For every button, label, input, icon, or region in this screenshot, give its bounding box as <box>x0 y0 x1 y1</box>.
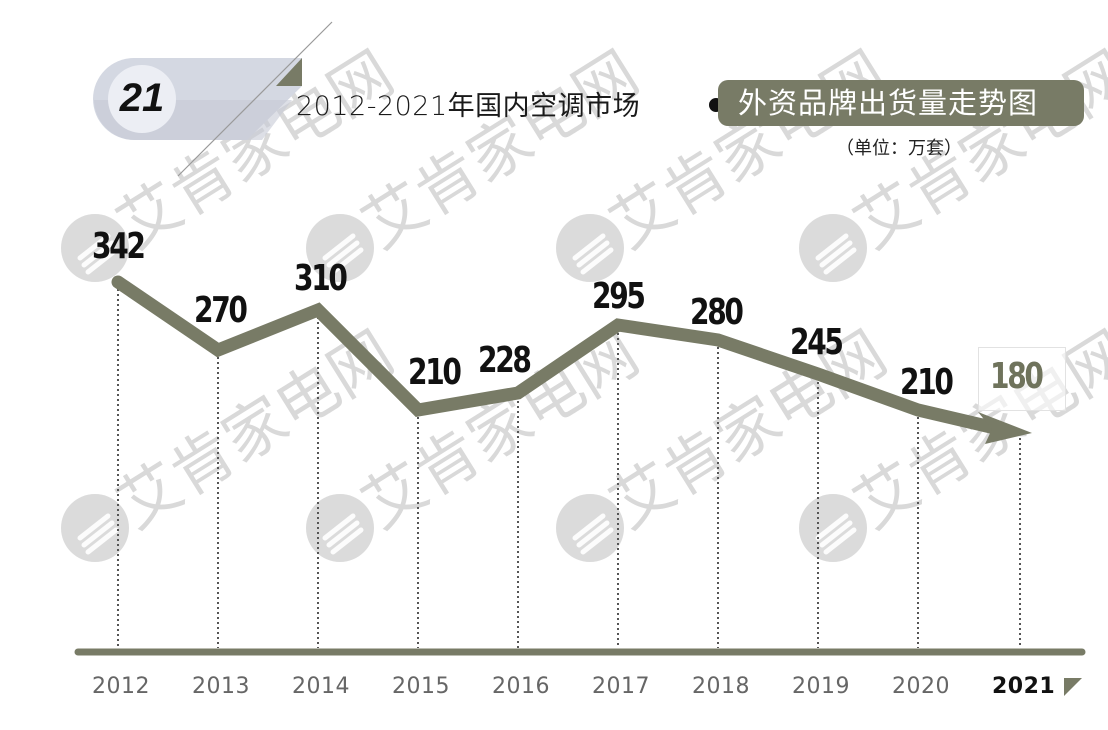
x-tick-2015: 2015 <box>392 674 450 699</box>
badge-shape <box>93 58 302 140</box>
x-tick-2014: 2014 <box>292 674 350 699</box>
unit-label: （单位：万套） <box>836 138 962 159</box>
x-tick-2016: 2016 <box>492 674 550 699</box>
chart-title: 2012-2021年国内空调市场 <box>296 91 641 122</box>
axis-end-triangle-icon <box>1064 678 1082 696</box>
x-tick-2021: 2021 <box>992 674 1056 699</box>
drop-lines <box>117 284 1021 648</box>
x-tick-2019: 2019 <box>792 674 850 699</box>
value-label-2020: 210 <box>900 362 954 403</box>
chart-subtitle-pill: 外资品牌出货量走势图 <box>718 80 1084 126</box>
value-label-2012: 342 <box>92 226 146 267</box>
value-label-2015: 210 <box>408 352 462 393</box>
value-label-2016: 228 <box>478 340 532 381</box>
value-label-2019: 245 <box>790 322 844 363</box>
diagonal-divider <box>177 21 333 177</box>
highlight-value-box <box>978 347 1066 411</box>
x-tick-2018: 2018 <box>692 674 750 699</box>
data-line <box>111 275 1002 435</box>
x-tick-2017: 2017 <box>592 674 650 699</box>
x-tick-2012: 2012 <box>92 674 150 699</box>
value-label-2021: 180 <box>990 356 1044 397</box>
trend-arrow-icon <box>978 412 1032 444</box>
x-tick-2020: 2020 <box>892 674 950 699</box>
value-label-2018: 280 <box>690 292 744 333</box>
chart-number-badge: 21 <box>92 56 302 140</box>
badge-number: 21 <box>119 76 165 120</box>
value-label-2014: 310 <box>294 258 348 299</box>
chart-subtitle: 外资品牌出货量走势图 <box>738 86 1039 120</box>
x-tick-2013: 2013 <box>192 674 250 699</box>
value-label-2013: 270 <box>194 290 248 331</box>
value-label-2017: 295 <box>592 276 646 317</box>
